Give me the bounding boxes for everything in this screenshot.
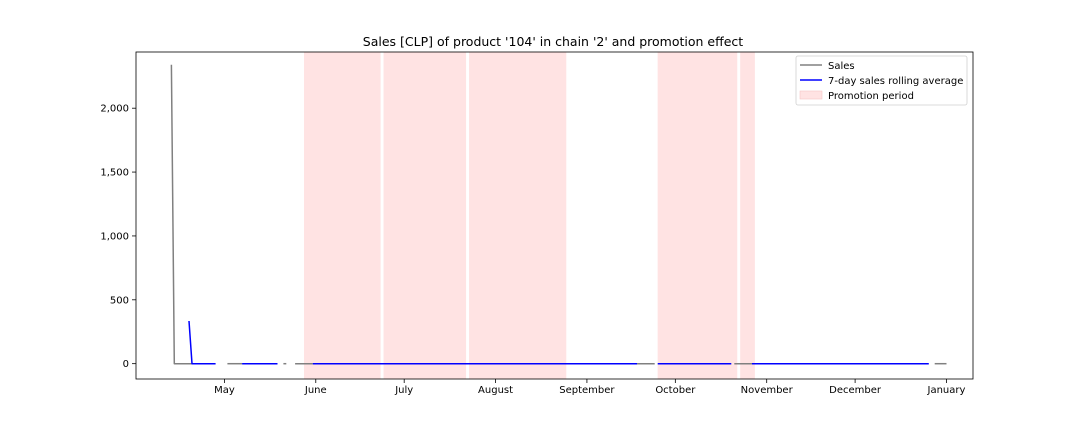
legend-rolling-label: 7-day sales rolling average — [828, 76, 963, 87]
x-tick-label: June — [304, 385, 327, 396]
promotion-spans — [303, 52, 755, 379]
rolling-average-line — [188, 320, 216, 365]
x-tick-label: November — [741, 385, 794, 396]
chart-title: Sales [CLP] of product '104' in chain '2… — [363, 34, 744, 49]
promotion-span — [303, 52, 381, 379]
plot-frame — [135, 51, 974, 380]
y-tick-label: 1,000 — [100, 231, 129, 242]
promotion-span — [740, 52, 755, 379]
legend-sales-label: Sales — [828, 61, 855, 72]
x-tick-label: October — [655, 385, 696, 396]
x-tick-label: December — [829, 385, 882, 396]
sales-line — [170, 64, 201, 365]
y-tick-label: 0 — [123, 359, 129, 370]
x-tick-label: July — [394, 385, 413, 396]
promotion-span — [383, 52, 467, 379]
x-tick-label: May — [214, 385, 235, 396]
y-tick-label: 1,500 — [100, 168, 129, 179]
x-axis: May June July August September October Novembe… — [214, 379, 966, 396]
y-tick-label: 500 — [110, 295, 129, 306]
legend: Sales 7-day sales rolling average Promot… — [795, 55, 968, 106]
legend-promotion-swatch — [799, 90, 823, 100]
legend-promotion-label: Promotion period — [828, 91, 914, 102]
y-axis: 0 500 1,000 1,500 2,000 — [100, 104, 136, 370]
x-tick-label: January — [927, 385, 966, 396]
promotion-span — [469, 52, 567, 379]
legend-box — [795, 55, 968, 106]
x-tick-label: September — [559, 385, 615, 396]
promotion-span — [657, 52, 738, 379]
series-lines — [170, 64, 947, 365]
y-tick-label: 2,000 — [100, 104, 129, 115]
x-tick-label: August — [478, 385, 513, 396]
